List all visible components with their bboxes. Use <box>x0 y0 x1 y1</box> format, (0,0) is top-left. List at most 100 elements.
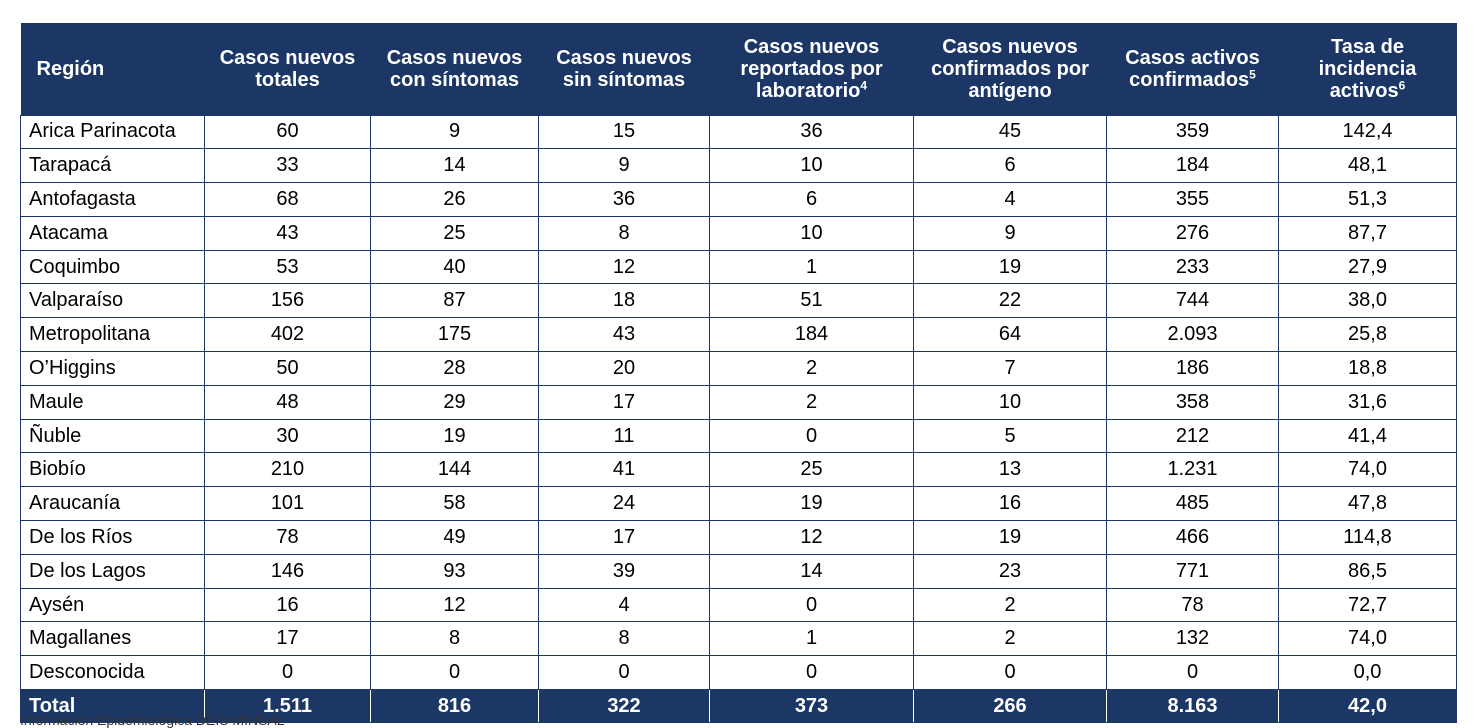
value-cell-new-cases-asymptomatic: 41 <box>538 452 710 488</box>
region-name-cell: Atacama <box>20 215 205 251</box>
value-cell-new-cases-symptomatic: 8 <box>370 621 539 657</box>
total-value-cell-incidence-rate-active: 42,0 <box>1278 689 1457 724</box>
value-cell-new-cases-symptomatic: 29 <box>370 384 539 420</box>
value-cell-new-cases-lab-reported: 2 <box>709 351 914 386</box>
value-cell-incidence-rate-active: 31,6 <box>1278 384 1457 420</box>
value-cell-incidence-rate-active: 38,0 <box>1278 283 1457 319</box>
value-cell-new-cases-asymptomatic: 9 <box>538 148 710 184</box>
table-row: Coquimbo 53 40 12 1 19 233 27,9 <box>20 249 1457 285</box>
value-cell-incidence-rate-active: 48,1 <box>1278 148 1457 184</box>
value-cell-new-cases-antigen: 13 <box>913 452 1107 488</box>
region-name-cell: Coquimbo <box>20 249 205 285</box>
value-cell-new-cases-asymptomatic: 4 <box>538 587 710 623</box>
column-header-label: Región <box>36 57 105 80</box>
value-cell-new-cases-total: 0 <box>204 655 371 691</box>
value-cell-active-cases-confirmed: 132 <box>1106 621 1279 657</box>
column-header-new-cases-antigen: Casos nuevos confirmados por antígeno <box>913 23 1107 115</box>
value-cell-active-cases-confirmed: 2.093 <box>1106 317 1279 353</box>
value-cell-new-cases-lab-reported: 51 <box>709 283 914 319</box>
value-cell-new-cases-total: 33 <box>204 148 371 184</box>
region-name-cell: Tarapacá <box>20 148 205 184</box>
table-row: Aysén 16 12 4 0 2 78 72,7 <box>20 587 1457 623</box>
value-cell-new-cases-total: 78 <box>204 520 371 555</box>
table-row: Desconocida 0 0 0 0 0 0 0,0 <box>20 655 1457 691</box>
region-name-cell: Aysén <box>20 587 205 623</box>
region-name-cell: De los Lagos <box>20 553 205 589</box>
value-cell-new-cases-asymptomatic: 17 <box>538 384 710 420</box>
value-cell-incidence-rate-active: 41,4 <box>1278 418 1457 454</box>
column-header-new-cases-symptomatic: Casos nuevos con síntomas <box>370 23 539 115</box>
value-cell-new-cases-asymptomatic: 8 <box>538 215 710 251</box>
table-row: Atacama 43 25 8 10 9 276 87,7 <box>20 215 1457 251</box>
value-cell-new-cases-antigen: 0 <box>913 655 1107 691</box>
value-cell-new-cases-antigen: 19 <box>913 520 1107 555</box>
value-cell-new-cases-antigen: 9 <box>913 215 1107 251</box>
value-cell-new-cases-symptomatic: 14 <box>370 148 539 184</box>
table-row: Araucanía 101 58 24 19 16 485 47,8 <box>20 486 1457 522</box>
value-cell-active-cases-confirmed: 184 <box>1106 148 1279 184</box>
value-cell-new-cases-total: 402 <box>204 317 371 353</box>
table-row: De los Lagos 146 93 39 14 23 771 86,5 <box>20 553 1457 589</box>
value-cell-new-cases-antigen: 6 <box>913 148 1107 184</box>
region-name-cell: O’Higgins <box>20 351 205 386</box>
covid-region-table: Región Casos nuevos totales Casos nuevos c… <box>20 23 1457 724</box>
value-cell-new-cases-symptomatic: 175 <box>370 317 539 353</box>
value-cell-new-cases-asymptomatic: 18 <box>538 283 710 319</box>
value-cell-incidence-rate-active: 74,0 <box>1278 452 1457 488</box>
total-value-cell-new-cases-symptomatic: 816 <box>370 689 539 724</box>
value-cell-new-cases-asymptomatic: 15 <box>538 114 710 150</box>
value-cell-new-cases-antigen: 4 <box>913 182 1107 217</box>
region-name-cell: De los Ríos <box>20 520 205 555</box>
value-cell-new-cases-antigen: 22 <box>913 283 1107 319</box>
value-cell-new-cases-total: 68 <box>204 182 371 217</box>
value-cell-new-cases-lab-reported: 2 <box>709 384 914 420</box>
table-body: Arica Parinacota 60 9 15 36 45 359 142,4 Tarapac… <box>20 114 1457 724</box>
region-name-cell: Valparaíso <box>20 283 205 319</box>
footnote-marker: 5 <box>1249 67 1256 82</box>
value-cell-new-cases-symptomatic: 19 <box>370 418 539 454</box>
value-cell-active-cases-confirmed: 0 <box>1106 655 1279 691</box>
value-cell-active-cases-confirmed: 1.231 <box>1106 452 1279 488</box>
value-cell-new-cases-symptomatic: 28 <box>370 351 539 386</box>
value-cell-new-cases-symptomatic: 144 <box>370 452 539 488</box>
value-cell-new-cases-antigen: 5 <box>913 418 1107 454</box>
value-cell-new-cases-asymptomatic: 36 <box>538 182 710 217</box>
source-footnote: Información Epidemiológica DEIS MINSAL <box>20 712 285 728</box>
value-cell-new-cases-asymptomatic: 0 <box>538 655 710 691</box>
value-cell-new-cases-antigen: 2 <box>913 621 1107 657</box>
value-cell-new-cases-total: 60 <box>204 114 371 150</box>
table-row: Metropolitana 402 175 43 184 64 2.093 25,8 <box>20 317 1457 353</box>
value-cell-new-cases-asymptomatic: 24 <box>538 486 710 522</box>
total-value-cell-new-cases-lab-reported: 373 <box>709 689 914 724</box>
value-cell-incidence-rate-active: 51,3 <box>1278 182 1457 217</box>
value-cell-new-cases-antigen: 64 <box>913 317 1107 353</box>
value-cell-new-cases-antigen: 45 <box>913 114 1107 150</box>
value-cell-incidence-rate-active: 74,0 <box>1278 621 1457 657</box>
column-header-active-cases-confirmed: Casos activos confirmados5 <box>1106 23 1279 115</box>
value-cell-new-cases-asymptomatic: 43 <box>538 317 710 353</box>
column-header-label: Casos activos confirmados <box>1125 46 1260 91</box>
value-cell-new-cases-total: 156 <box>204 283 371 319</box>
column-header-label: Casos nuevos sin síntomas <box>556 46 692 91</box>
column-header-label: Casos nuevos totales <box>219 46 356 91</box>
value-cell-incidence-rate-active: 114,8 <box>1278 520 1457 555</box>
table-row: Valparaíso 156 87 18 51 22 744 38,0 <box>20 283 1457 319</box>
value-cell-active-cases-confirmed: 359 <box>1106 114 1279 150</box>
table-row: De los Ríos 78 49 17 12 19 466 114,8 <box>20 520 1457 555</box>
value-cell-new-cases-symptomatic: 87 <box>370 283 539 319</box>
value-cell-new-cases-lab-reported: 25 <box>709 452 914 488</box>
table-row: Biobío 210 144 41 25 13 1.231 74,0 <box>20 452 1457 488</box>
value-cell-new-cases-lab-reported: 10 <box>709 148 914 184</box>
region-name-cell: Biobío <box>20 452 205 488</box>
value-cell-active-cases-confirmed: 358 <box>1106 384 1279 420</box>
value-cell-active-cases-confirmed: 744 <box>1106 283 1279 319</box>
value-cell-active-cases-confirmed: 78 <box>1106 587 1279 623</box>
value-cell-new-cases-total: 101 <box>204 486 371 522</box>
value-cell-incidence-rate-active: 72,7 <box>1278 587 1457 623</box>
value-cell-new-cases-antigen: 10 <box>913 384 1107 420</box>
value-cell-new-cases-lab-reported: 1 <box>709 249 914 285</box>
column-header-new-cases-asymptomatic: Casos nuevos sin síntomas <box>538 23 710 115</box>
total-value-cell-new-cases-antigen: 266 <box>913 689 1107 724</box>
total-value-cell-new-cases-asymptomatic: 322 <box>538 689 710 724</box>
value-cell-active-cases-confirmed: 466 <box>1106 520 1279 555</box>
